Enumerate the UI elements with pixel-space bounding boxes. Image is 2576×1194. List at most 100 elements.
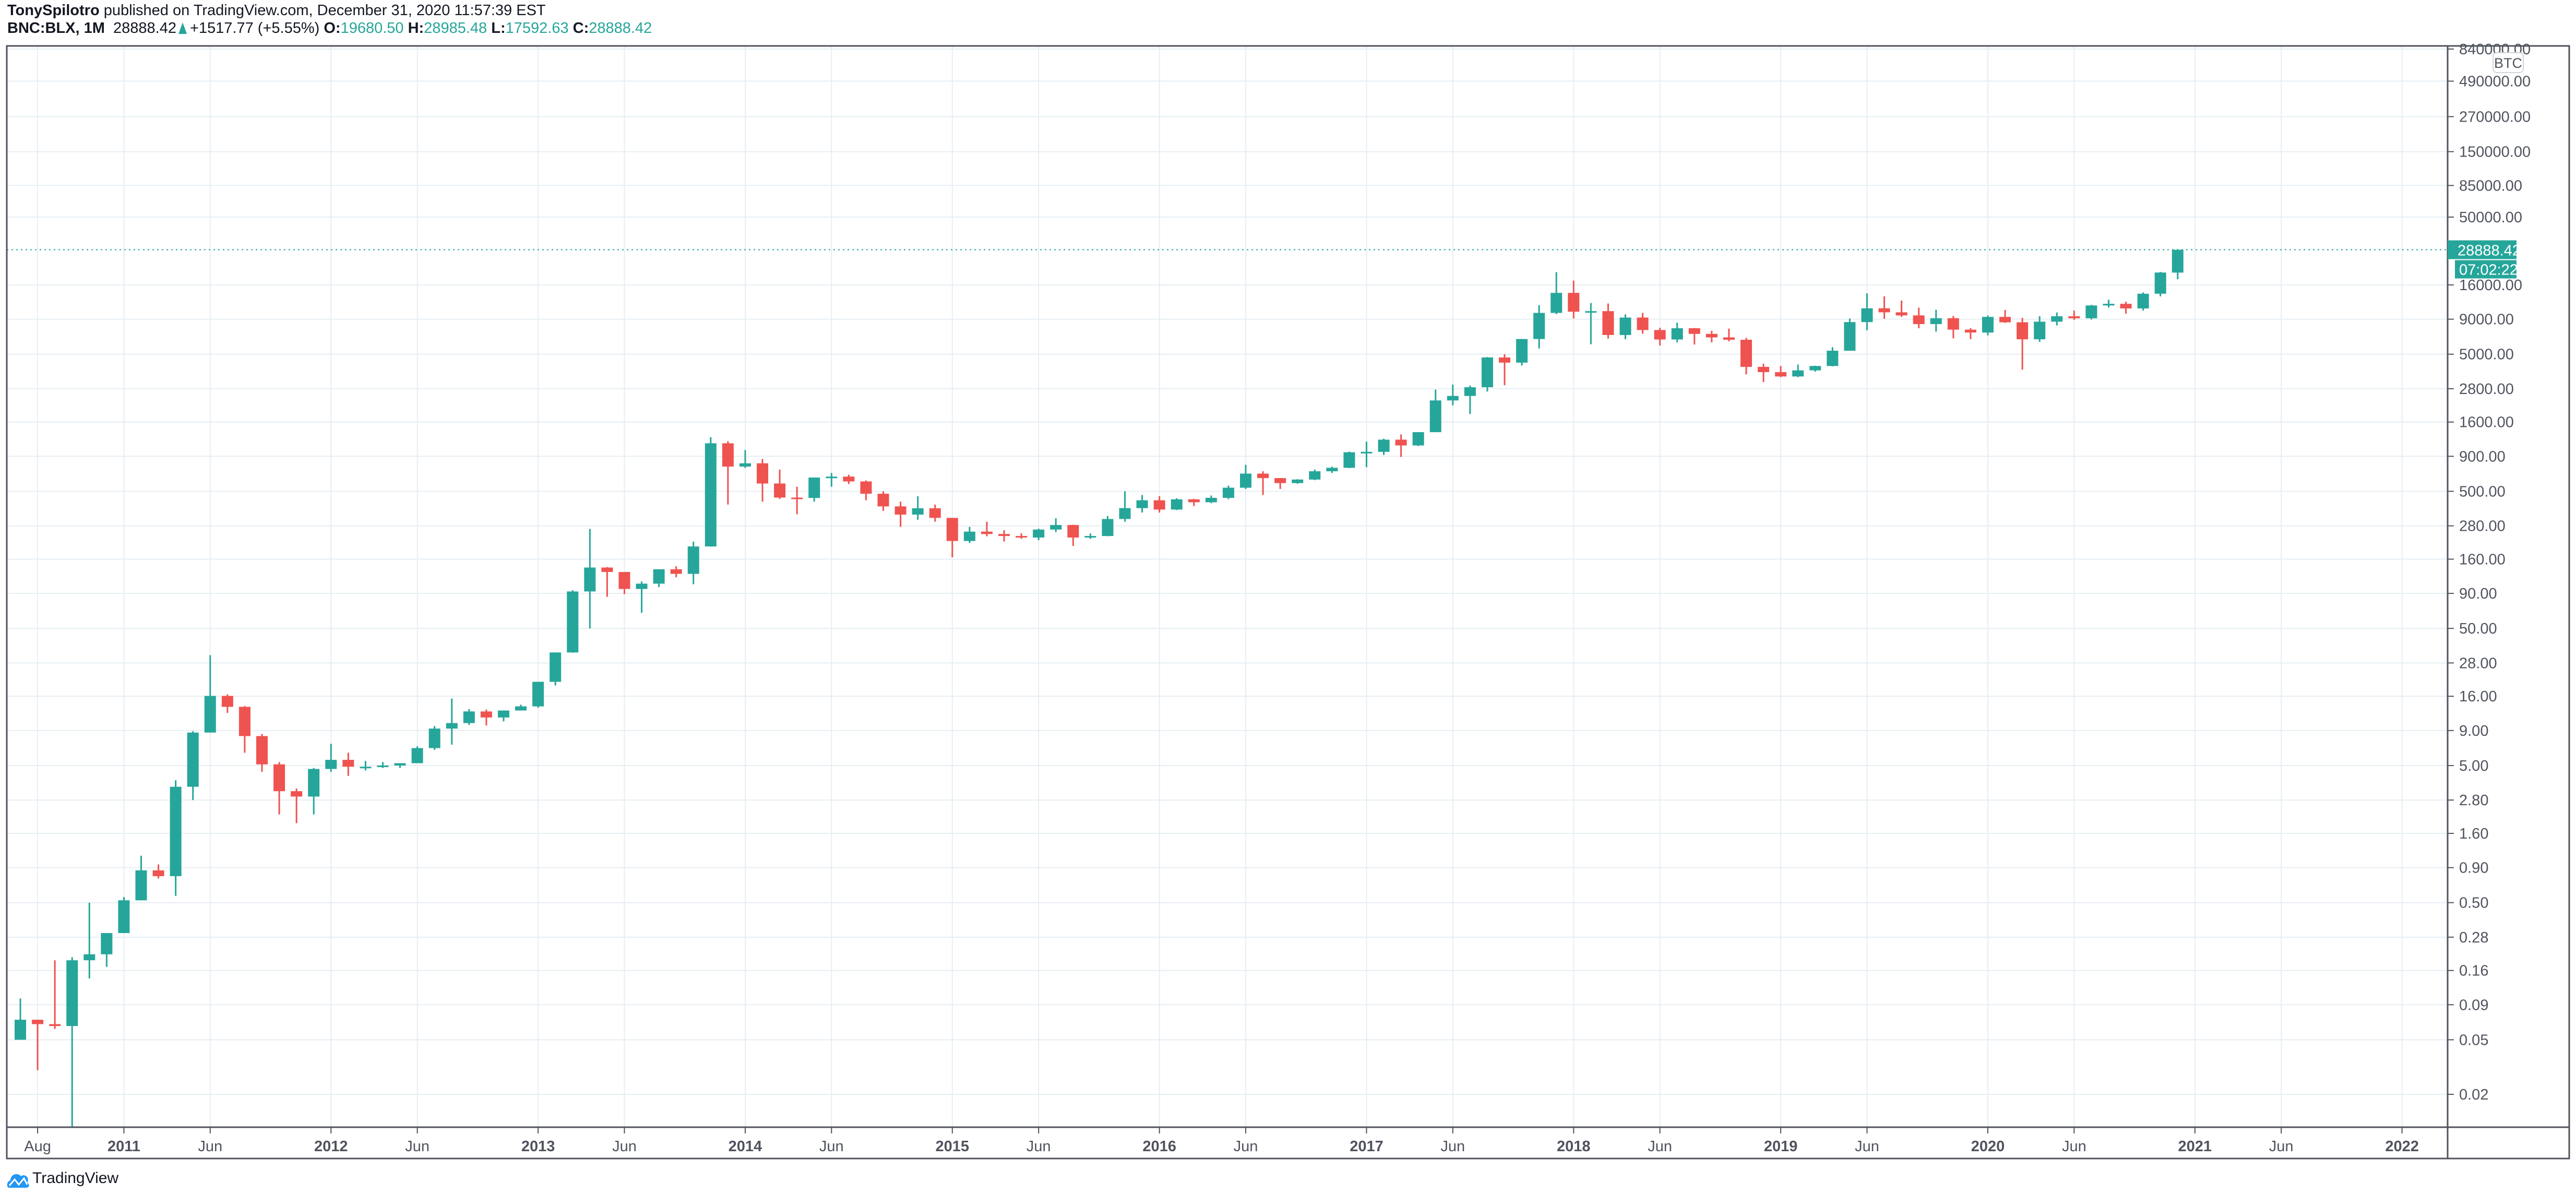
- candle: [1102, 516, 1114, 536]
- candle-body: [342, 760, 354, 767]
- candle: [946, 518, 958, 557]
- candle-body: [791, 497, 803, 499]
- candle-body: [2017, 322, 2029, 340]
- x-tick-label: Jun: [1855, 1138, 1879, 1155]
- open-value: 19680.50: [340, 20, 404, 37]
- candle: [1171, 498, 1183, 510]
- candle: [32, 1020, 44, 1070]
- price-change: +1517.77 (+5.55%): [189, 20, 320, 37]
- x-tick-label: Jun: [2062, 1138, 2086, 1155]
- candle-body: [1412, 432, 1424, 446]
- x-tick-label: Jun: [612, 1138, 637, 1155]
- candle-body: [1637, 317, 1649, 330]
- candle: [101, 933, 113, 967]
- candle-body: [1533, 313, 1545, 339]
- candle-body: [463, 711, 475, 723]
- candle: [722, 441, 734, 505]
- candle: [1913, 307, 1925, 328]
- candle: [1740, 338, 1752, 375]
- candle-body: [446, 723, 458, 729]
- candle: [1637, 313, 1649, 334]
- candle-body: [1964, 329, 1976, 333]
- candle: [912, 496, 924, 520]
- candle-body: [584, 567, 596, 592]
- y-tick-label: 9.00: [2459, 723, 2488, 739]
- bar-countdown-tag: [2455, 260, 2517, 279]
- candle-body: [1378, 439, 1390, 452]
- y-tick-label: 500.00: [2459, 483, 2506, 500]
- candle: [515, 705, 527, 711]
- candle: [1861, 293, 1873, 330]
- candle: [2068, 311, 2080, 320]
- candle-body: [515, 706, 527, 711]
- candle-body: [394, 763, 406, 766]
- candle-body: [221, 696, 233, 707]
- candle: [670, 566, 682, 578]
- x-tick-label: Jun: [2269, 1138, 2294, 1155]
- candle-body: [1758, 367, 1770, 373]
- candle-body: [1343, 452, 1355, 468]
- candle: [411, 746, 423, 763]
- candle-body: [480, 711, 492, 718]
- candle-body: [49, 1024, 61, 1026]
- candle-body: [1878, 308, 1890, 313]
- candle: [463, 709, 475, 725]
- candle: [308, 768, 320, 815]
- x-tick-label: Jun: [1027, 1138, 1051, 1155]
- candle: [808, 477, 820, 502]
- candle: [1033, 529, 1045, 541]
- tradingview-logo[interactable]: TradingView: [6, 1168, 118, 1189]
- author-name[interactable]: TonySpilotro: [7, 2, 100, 19]
- candle: [618, 572, 630, 594]
- candle: [1188, 499, 1200, 506]
- candle: [1688, 328, 1700, 345]
- y-tick-label: 0.16: [2459, 963, 2488, 980]
- bar-countdown-label: 07:02:22: [2459, 262, 2518, 279]
- candle-body: [826, 476, 838, 479]
- candle: [1947, 316, 1959, 339]
- candle: [1326, 467, 1338, 473]
- candle-body: [2051, 316, 2063, 322]
- y-tick-label: 0.09: [2459, 997, 2488, 1013]
- x-tick-label: 2014: [729, 1138, 762, 1155]
- candle-body: [187, 732, 199, 787]
- chart-border: [6, 45, 2570, 1160]
- candle: [1257, 471, 1269, 495]
- y-tick-label: 50.00: [2459, 620, 2497, 637]
- candle-body: [981, 531, 993, 534]
- candle-body: [1551, 293, 1563, 313]
- high-value: 28985.48: [424, 20, 487, 37]
- candle: [84, 902, 96, 978]
- candle: [998, 530, 1010, 542]
- candle-body: [15, 1020, 26, 1040]
- x-tick-label: 2016: [1142, 1138, 1176, 1155]
- symbol-name[interactable]: BNC:BLX, 1M: [7, 20, 105, 37]
- candle-body: [170, 786, 182, 876]
- y-tick-label: 150000.00: [2459, 144, 2531, 161]
- candle-body: [705, 443, 717, 547]
- candle-body: [2137, 293, 2149, 309]
- candle: [1222, 485, 1234, 499]
- candle-body: [1292, 479, 1304, 483]
- candle-body: [325, 760, 337, 769]
- candle-body: [1499, 357, 1511, 363]
- candle: [1827, 347, 1839, 366]
- candle: [1516, 339, 1528, 366]
- candle: [238, 706, 251, 753]
- candle-body: [1602, 311, 1614, 335]
- y-tick-label: 16.00: [2459, 688, 2497, 705]
- candle: [1585, 303, 1597, 344]
- candle-body: [636, 583, 648, 589]
- candle: [1775, 366, 1787, 377]
- candle-body: [1136, 500, 1148, 508]
- candle-body: [1671, 328, 1683, 340]
- candle: [532, 682, 544, 708]
- candle: [1758, 363, 1770, 383]
- candle-body: [1809, 366, 1821, 371]
- candle: [1706, 330, 1718, 343]
- candle: [428, 726, 440, 750]
- candle: [1067, 524, 1079, 546]
- candle: [394, 763, 406, 768]
- candle-body: [1205, 497, 1217, 503]
